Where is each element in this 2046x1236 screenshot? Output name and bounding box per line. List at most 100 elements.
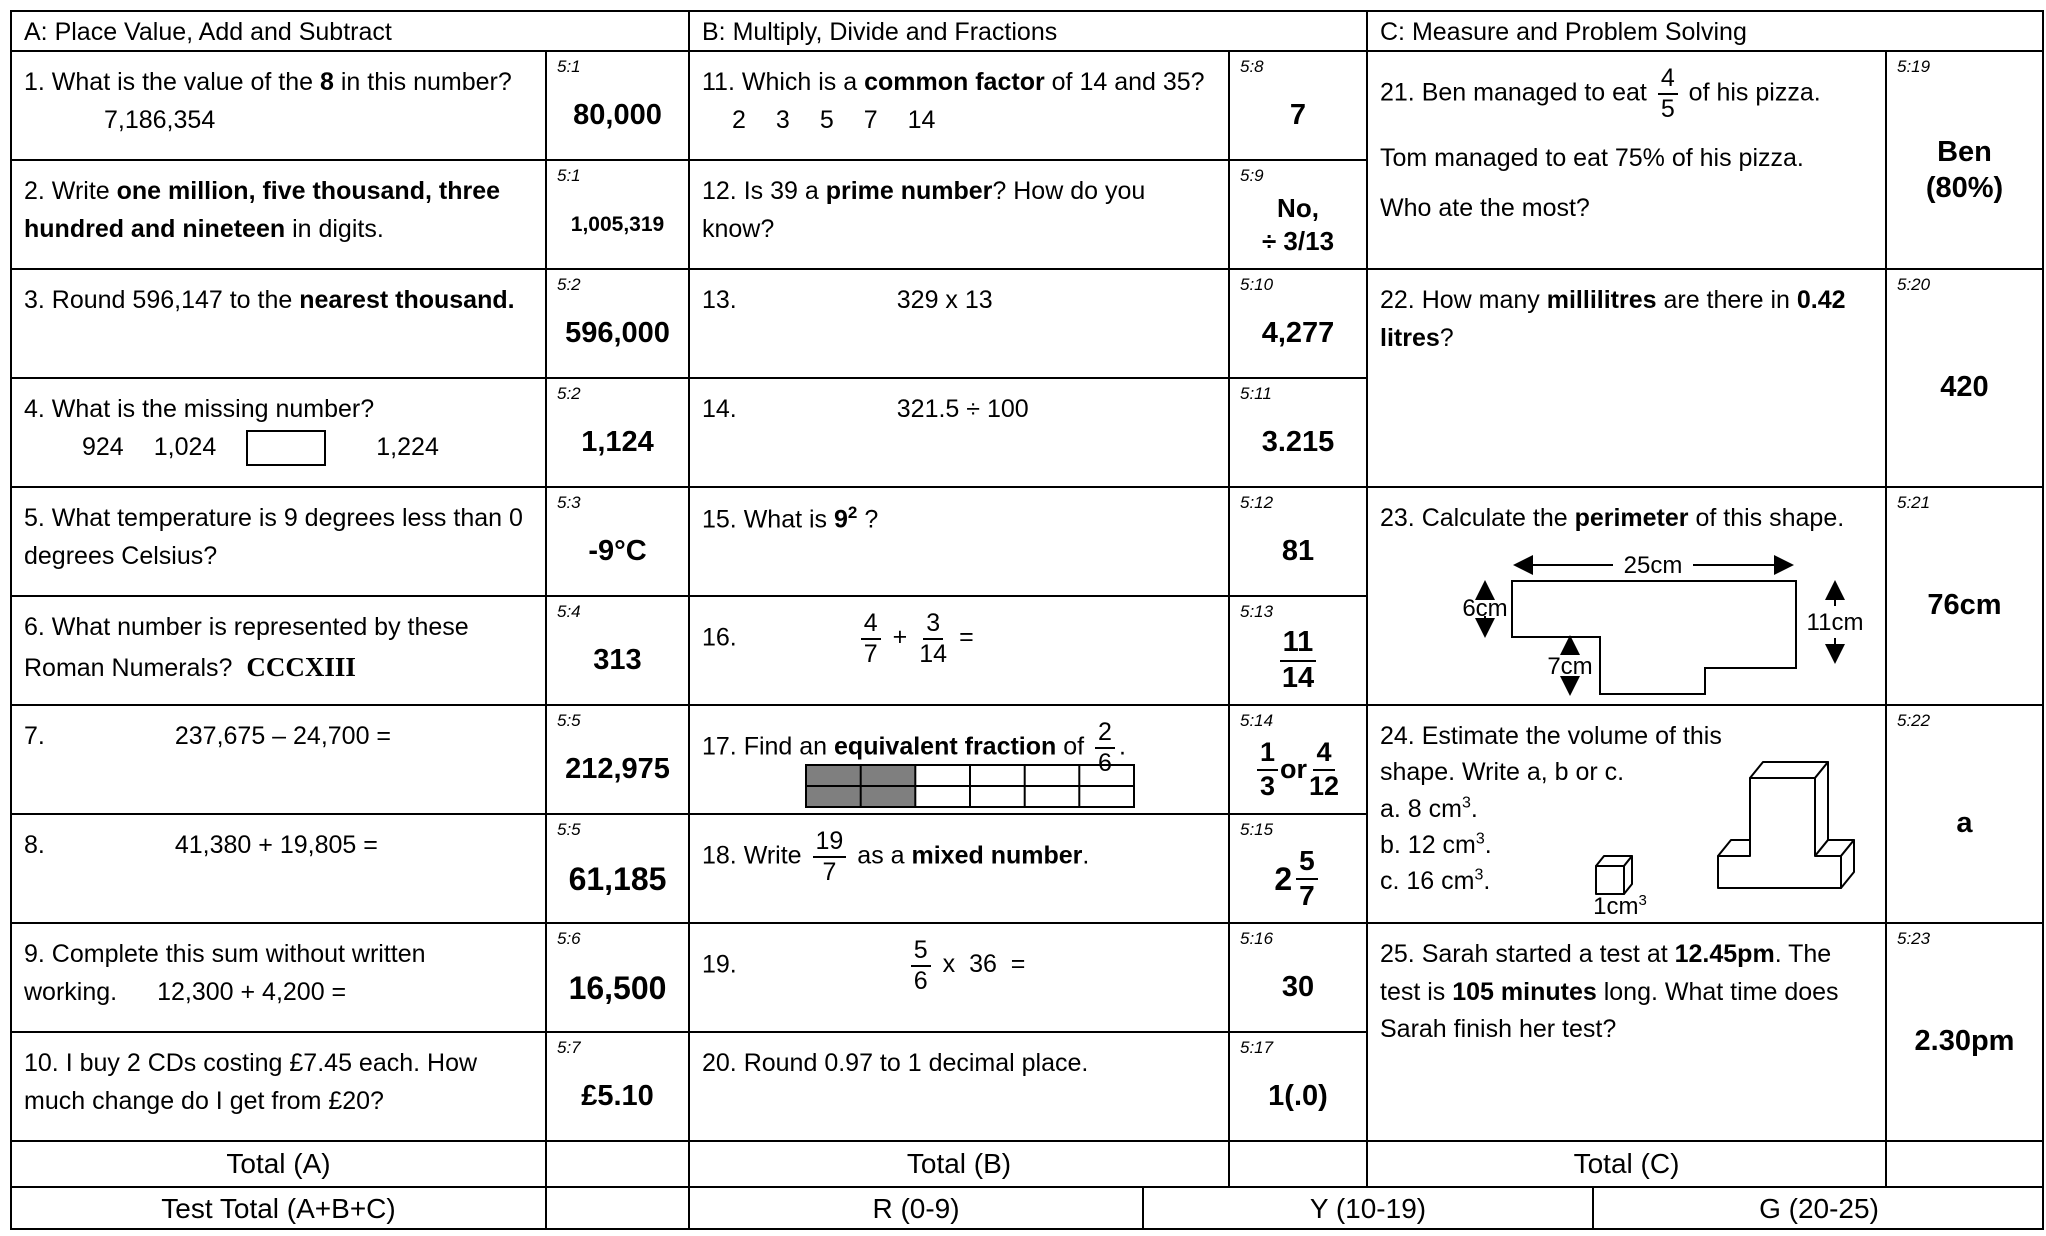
answer-cell: 5:10 4,277 [1230, 270, 1368, 379]
answer: 5 [1296, 845, 1318, 880]
numerator: 3 [923, 609, 944, 640]
text: 20. Round 0.97 to 1 decimal place. [702, 1049, 1089, 1077]
text: 105 minutes [1452, 977, 1597, 1006]
text: 24. Estimate the volume of this shape. W… [1380, 722, 1722, 787]
answer: 3.215 [1261, 425, 1335, 458]
text: 3 [1475, 830, 1485, 848]
answer: 313 [593, 643, 642, 676]
answer-group: Ben (80%) [1926, 134, 2003, 207]
text: 23. Calculate the [1380, 504, 1575, 532]
question: 24. Estimate the volume of this shape. W… [1368, 706, 1887, 924]
text: 3. Round 596,147 to the [24, 286, 300, 314]
question: 2. Write one million, five thousand, thr… [12, 161, 547, 270]
answer: 80,000 [573, 98, 662, 131]
text: prime number [825, 177, 993, 205]
text: 2 [847, 503, 858, 522]
objective-code: 5:23 [1897, 929, 1931, 948]
objective-code: 5:22 [1897, 711, 1931, 730]
question: 1. What is the value of the 8 in this nu… [12, 52, 547, 161]
text: 11. Which is a [702, 68, 865, 96]
answer: 420 [1940, 371, 1989, 404]
text: 1. What is the value of the [24, 68, 320, 96]
answer-cell: 5:17 1(.0) [1230, 1033, 1368, 1142]
answer-cell: 5:20 420 [1887, 270, 2044, 488]
footer-label: R (0-9) [690, 1188, 1144, 1228]
text: 14 [907, 105, 936, 134]
option: a. 8 cm3. [1380, 791, 1873, 827]
text: 12.45pm [1674, 940, 1775, 968]
text: 3 [1474, 866, 1484, 884]
objective-code: 5:3 [557, 493, 581, 512]
answer: 1,124 [581, 425, 654, 458]
objective-code: 5:1 [557, 166, 581, 185]
dimension-arrows [1475, 555, 1845, 696]
text: of [1056, 732, 1092, 761]
objective-code: 5:7 [557, 1038, 581, 1057]
objective-code: 5:2 [557, 275, 581, 294]
question: 23. Calculate the perimeter of this shap… [1368, 488, 1887, 706]
objective-code: 5:20 [1897, 275, 1931, 294]
answer-cell: 5:2 1,124 [547, 379, 690, 488]
answer-cell: 5:11 3.215 [1230, 379, 1368, 488]
text: Tom managed to eat 75% of his pizza. [1380, 143, 1804, 172]
objective-code: 5:9 [1240, 166, 1264, 185]
text: 25. Sarah started a test at [1380, 940, 1675, 968]
text: a. 8 cm [1380, 794, 1462, 823]
text: . [1483, 867, 1491, 895]
answer-cell: 5:3 -9°C [547, 488, 690, 597]
answer: or [1279, 754, 1307, 785]
text: 19. [702, 950, 737, 979]
question: 4. What is the missing number? 924 1,024 1,… [12, 379, 547, 488]
text: nearest thousand. [299, 286, 515, 314]
answer-cell: 5:8 7 [1230, 52, 1368, 161]
answer: £5.10 [581, 1079, 654, 1112]
answer: 16,500 [568, 969, 667, 1006]
text: 329 x 13 [896, 286, 993, 314]
answer-cell: 5:19 Ben (80%) [1887, 52, 2044, 270]
answer-cell: 5:5 212,975 [547, 706, 690, 815]
answer-cell: 5:21 76cm [1887, 488, 2044, 706]
question: 13. 329 x 13 [690, 270, 1230, 379]
question: 19. 5 6 x 36 = [690, 924, 1230, 1033]
text: b. 12 cm [1380, 830, 1476, 859]
answer: 596,000 [565, 316, 670, 349]
answer: 212,975 [565, 752, 670, 785]
objective-code: 5:11 [1240, 384, 1272, 403]
text: common factor [864, 68, 1045, 96]
text: 18. Write [702, 841, 809, 870]
answer-group: No, ÷ 3/13 [1262, 192, 1334, 257]
text: . [1470, 794, 1478, 823]
text: CCCXIII [246, 651, 356, 682]
question: 6. What number is represented by these R… [12, 597, 547, 706]
fraction: 4 12 [1309, 737, 1339, 801]
answer: 61,185 [568, 860, 667, 897]
answer-cell: 5:15 2 5 7 [1230, 815, 1368, 924]
blank-box [246, 429, 327, 466]
text: mixed number [911, 841, 1083, 870]
dimension-label: 6cm [1462, 595, 1507, 622]
answer: 7 [1289, 98, 1307, 131]
text: 15. What is [702, 505, 834, 534]
text: 4. What is the missing number? [24, 395, 375, 423]
answer: 2 [1274, 860, 1293, 897]
objective-code: 5:4 [557, 602, 581, 621]
answer: 30 [1281, 970, 1315, 1003]
answer-cell: 5:2 596,000 [547, 270, 690, 379]
total-label: Total (A) [12, 1142, 547, 1188]
text: in digits. [285, 214, 384, 243]
answer-cell: 5:9 No, ÷ 3/13 [1230, 161, 1368, 270]
footer-box [547, 1188, 690, 1228]
answer-cell: 5:1 1,005,319 [547, 161, 690, 270]
answer-cell: 5:1 80,000 [547, 52, 690, 161]
text: . The test is [1380, 940, 1832, 1006]
text: 1,024 [153, 432, 217, 461]
question: 8. 41,380 + 19,805 = [12, 815, 547, 924]
objective-code: 5:14 [1240, 711, 1274, 730]
answer: 4 [1313, 737, 1335, 771]
text: . [1484, 830, 1492, 859]
answer: 12 [1308, 770, 1340, 801]
answer-cell: 5:23 2.30pm [1887, 924, 2044, 1142]
